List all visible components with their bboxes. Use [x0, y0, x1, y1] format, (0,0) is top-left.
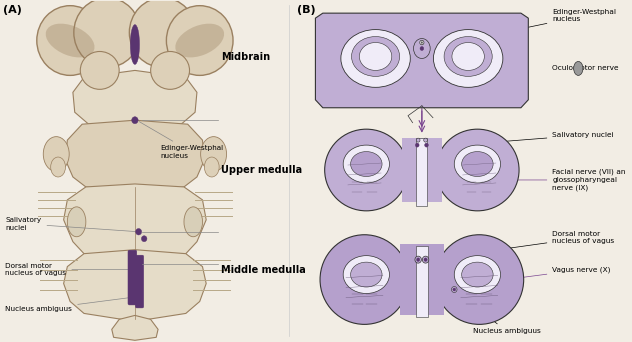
Ellipse shape [46, 24, 95, 57]
Polygon shape [66, 120, 204, 192]
Ellipse shape [444, 37, 492, 76]
Polygon shape [73, 70, 197, 130]
Ellipse shape [325, 129, 408, 211]
Ellipse shape [166, 6, 233, 75]
Polygon shape [401, 140, 442, 200]
Text: Oculomotor nerve: Oculomotor nerve [552, 65, 619, 71]
Ellipse shape [574, 62, 583, 75]
Ellipse shape [452, 42, 484, 70]
Ellipse shape [136, 228, 142, 235]
Ellipse shape [343, 145, 389, 183]
Text: (B): (B) [297, 5, 315, 15]
Ellipse shape [415, 143, 419, 147]
Ellipse shape [422, 256, 428, 263]
Text: Midbrain: Midbrain [221, 52, 270, 63]
Ellipse shape [142, 236, 147, 242]
Ellipse shape [425, 143, 428, 147]
Ellipse shape [204, 157, 219, 177]
Ellipse shape [200, 137, 226, 171]
Polygon shape [416, 138, 427, 206]
Ellipse shape [453, 288, 456, 291]
Ellipse shape [343, 256, 389, 293]
Polygon shape [64, 184, 206, 260]
Ellipse shape [451, 287, 457, 292]
Ellipse shape [351, 262, 382, 287]
Ellipse shape [461, 152, 493, 176]
Ellipse shape [415, 256, 422, 263]
Ellipse shape [454, 145, 501, 183]
Ellipse shape [37, 6, 104, 75]
Ellipse shape [416, 138, 420, 142]
Text: Upper medulla: Upper medulla [221, 165, 302, 175]
Text: Salivatory nuclei: Salivatory nuclei [461, 132, 614, 146]
Ellipse shape [416, 258, 420, 261]
Polygon shape [399, 244, 444, 315]
Ellipse shape [351, 152, 382, 176]
Ellipse shape [51, 157, 66, 177]
Text: Edinger-Westphal
nucleus: Edinger-Westphal nucleus [429, 9, 616, 49]
Ellipse shape [413, 39, 430, 58]
Ellipse shape [130, 25, 140, 64]
Text: Vagus nerve (X): Vagus nerve (X) [471, 266, 611, 285]
Ellipse shape [341, 29, 410, 87]
FancyBboxPatch shape [135, 255, 143, 308]
Ellipse shape [131, 117, 138, 124]
Ellipse shape [360, 42, 392, 70]
Ellipse shape [420, 47, 423, 51]
Polygon shape [64, 250, 206, 321]
Text: Middle medulla: Middle medulla [221, 265, 306, 275]
Ellipse shape [68, 207, 86, 237]
Ellipse shape [351, 37, 399, 76]
Text: Nucleus ambiguus: Nucleus ambiguus [5, 297, 136, 313]
Text: (A): (A) [3, 5, 21, 15]
Ellipse shape [74, 0, 140, 67]
Polygon shape [112, 315, 158, 340]
Polygon shape [315, 13, 528, 108]
Text: Salivatory
nuclei: Salivatory nuclei [5, 217, 136, 232]
Ellipse shape [184, 207, 202, 237]
Ellipse shape [461, 262, 493, 287]
Ellipse shape [420, 40, 424, 45]
Ellipse shape [43, 137, 69, 171]
Ellipse shape [423, 138, 427, 142]
Polygon shape [416, 246, 428, 317]
Ellipse shape [130, 0, 196, 67]
Ellipse shape [80, 52, 119, 89]
Ellipse shape [150, 52, 190, 89]
Ellipse shape [435, 129, 519, 211]
Ellipse shape [454, 256, 501, 293]
FancyBboxPatch shape [128, 250, 137, 305]
Text: Edinger-Westphal
nucleus: Edinger-Westphal nucleus [139, 122, 223, 159]
Ellipse shape [421, 42, 423, 43]
Ellipse shape [434, 29, 503, 87]
Ellipse shape [175, 24, 224, 57]
Text: Facial nerve (VII) an
glossopharyngeal
nerve (IX): Facial nerve (VII) an glossopharyngeal n… [477, 169, 626, 191]
Ellipse shape [320, 235, 409, 324]
Polygon shape [401, 138, 442, 202]
Ellipse shape [424, 258, 427, 261]
Text: Dorsal motor
nucleus of vagus: Dorsal motor nucleus of vagus [431, 231, 614, 260]
Text: Dorsal motor
nucleus of vagus: Dorsal motor nucleus of vagus [5, 263, 130, 276]
Ellipse shape [435, 235, 524, 324]
Text: Nucleus ambiguus: Nucleus ambiguus [457, 292, 540, 334]
